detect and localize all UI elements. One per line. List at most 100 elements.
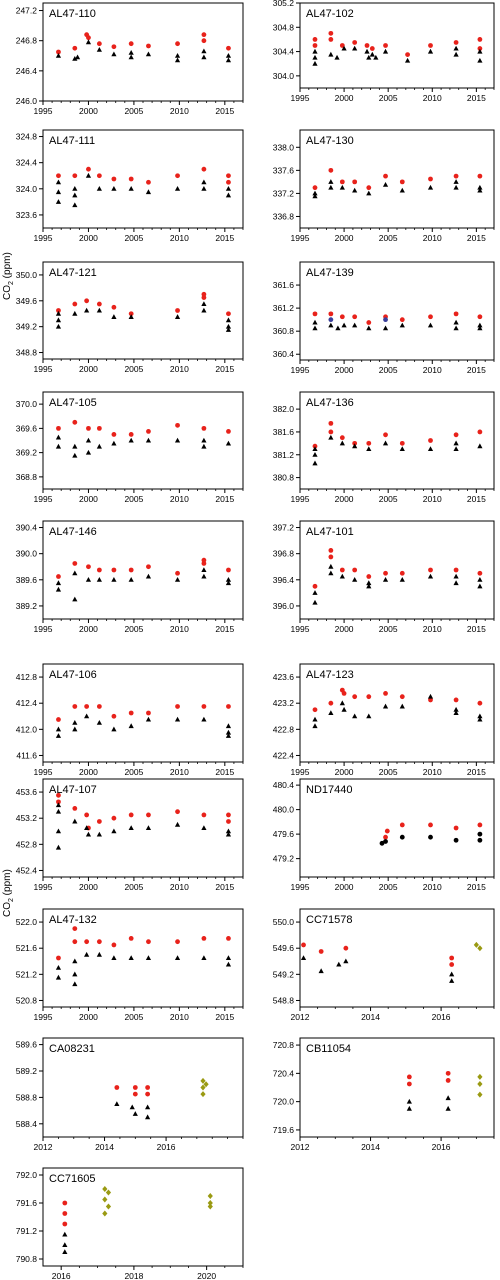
data-point-triangle: [406, 1105, 412, 1111]
data-point-circle: [175, 809, 180, 815]
data-point-circle: [226, 819, 231, 824]
data-point-circle: [312, 185, 318, 191]
data-point-triangle: [366, 325, 372, 331]
data-point-circle: [201, 166, 207, 172]
data-point-circle: [428, 834, 433, 840]
x-tick-label: 1995: [291, 624, 310, 634]
data-point-triangle: [453, 710, 459, 715]
data-point-triangle: [427, 573, 434, 579]
data-point-circle: [352, 694, 358, 700]
x-tick-label: 2000: [335, 882, 354, 892]
data-point-triangle: [201, 179, 207, 185]
y-tick-label: 324.0: [16, 184, 38, 194]
data-point-circle: [86, 564, 91, 570]
data-point-triangle: [312, 451, 318, 457]
data-point-circle: [132, 1091, 138, 1097]
x-tick-label: 1995: [291, 93, 310, 103]
x-tick-label: 2005: [379, 365, 398, 375]
data-point-circle: [383, 839, 388, 844]
chart-panel: AL47-146 389.2 389.6 390.0 390.4 1995 2000 2005…: [16, 520, 244, 634]
data-point-circle: [399, 440, 405, 446]
data-point-circle: [201, 936, 207, 941]
data-point-circle: [56, 792, 61, 798]
data-point-circle: [383, 691, 388, 696]
x-tick-label: 2005: [124, 233, 143, 243]
y-tick-label: 521.2: [16, 969, 38, 979]
chart-title: AL47-130: [306, 135, 354, 147]
x-tick-label: 2010: [170, 1012, 189, 1022]
data-point-triangle: [72, 720, 78, 725]
data-point-triangle: [55, 580, 62, 586]
data-point-triangle: [328, 570, 334, 576]
x-tick-label: 2000: [79, 364, 98, 374]
data-point-circle: [399, 570, 405, 576]
x-tick-label: 2000: [79, 624, 98, 634]
data-point-triangle: [132, 1111, 138, 1116]
data-point-circle: [84, 812, 90, 818]
chart-panel: AL47-110 246.0 246.4 246.8 247.2 1995 2000 2005…: [16, 2, 244, 116]
data-point-triangle: [84, 951, 90, 957]
data-point-triangle: [406, 1098, 412, 1104]
data-point-circle: [56, 574, 61, 579]
data-point-triangle: [334, 54, 340, 60]
x-tick-label: 2005: [379, 882, 398, 892]
data-point-triangle: [312, 723, 318, 729]
data-point-triangle: [399, 577, 405, 582]
data-point-circle: [312, 443, 318, 449]
y-tick-label: 479.6: [273, 829, 295, 839]
data-point-circle: [175, 570, 180, 576]
data-point-circle: [449, 962, 455, 967]
y-tick-label: 479.2: [273, 854, 295, 864]
data-point-triangle: [352, 322, 358, 328]
data-point-triangle: [145, 825, 152, 830]
chart-panel: AL47-132 520.8 521.2 521.6 522.0 1995 2000 2005…: [16, 908, 244, 1022]
data-point-circle: [445, 1078, 451, 1083]
data-point-circle: [477, 173, 483, 179]
data-point-triangle: [225, 57, 232, 63]
data-point-circle: [128, 936, 134, 941]
x-tick-label: 2010: [423, 624, 442, 634]
data-point-triangle: [328, 322, 334, 328]
x-tick-label: 1995: [34, 106, 53, 116]
data-point-circle: [72, 939, 78, 945]
data-point-circle: [339, 567, 345, 573]
data-point-triangle: [312, 590, 318, 595]
plot-frame: [42, 1167, 244, 1267]
chart-title: CA08231: [49, 1043, 95, 1055]
x-tick-label: 2015: [215, 1012, 234, 1022]
data-point-circle: [339, 435, 345, 441]
data-point-triangle: [477, 325, 483, 331]
data-point-triangle: [477, 716, 483, 722]
data-point-circle: [175, 422, 180, 428]
x-tick-label: 2005: [124, 1012, 143, 1022]
data-point-diamond: [477, 1091, 483, 1098]
data-point-circle: [226, 311, 231, 317]
data-point-triangle: [114, 1101, 120, 1106]
y-tick-label: 389.2: [16, 601, 38, 611]
x-tick-label: 2016: [157, 1142, 176, 1152]
data-point-triangle: [449, 971, 455, 977]
data-point-triangle: [366, 713, 372, 719]
y-tick-label: 361.6: [273, 280, 295, 290]
data-point-triangle: [145, 1114, 151, 1120]
data-point-diamond: [105, 1203, 112, 1210]
chart-title: AL47-105: [49, 397, 97, 409]
data-point-triangle: [201, 955, 207, 960]
data-point-circle: [328, 167, 334, 173]
data-point-circle: [111, 44, 117, 50]
y-tick-label: 246.8: [16, 36, 38, 46]
data-point-circle: [366, 320, 372, 325]
data-point-circle: [328, 548, 334, 553]
data-point-circle: [477, 570, 483, 576]
data-point-triangle: [85, 831, 92, 837]
data-point-triangle: [111, 726, 117, 732]
data-point-triangle: [201, 573, 207, 579]
data-point-triangle: [55, 323, 62, 329]
chart-title: AL47-136: [306, 397, 354, 409]
y-tick-label: 247.2: [16, 6, 38, 16]
data-point-triangle: [145, 437, 152, 443]
data-point-circle: [56, 49, 61, 55]
data-point-circle: [477, 700, 483, 706]
data-point-circle: [352, 179, 358, 185]
y-tick-label: 324.4: [16, 158, 38, 168]
